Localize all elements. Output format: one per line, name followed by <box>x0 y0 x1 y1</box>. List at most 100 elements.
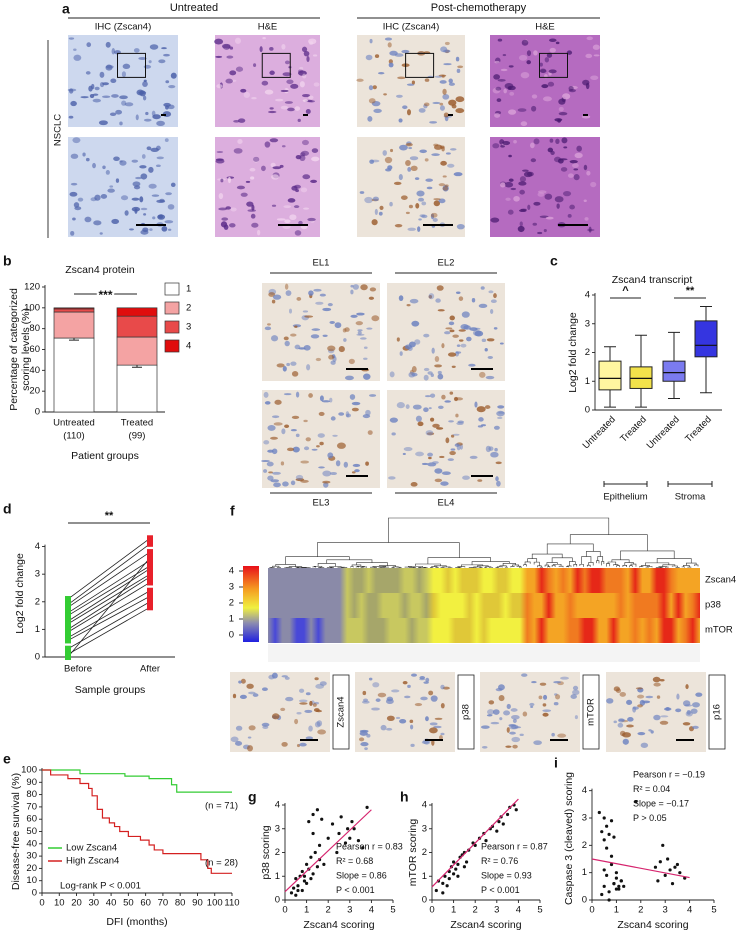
image-texture <box>271 713 280 720</box>
image-texture <box>92 162 96 169</box>
image-texture <box>105 41 111 48</box>
image-texture <box>151 194 160 197</box>
image-texture <box>140 229 149 235</box>
image-texture <box>261 722 270 727</box>
image-texture <box>418 218 422 221</box>
image-texture <box>583 199 587 203</box>
image-texture <box>286 447 295 452</box>
group-label: Epithelium <box>603 492 647 503</box>
fit-line <box>284 809 372 893</box>
image-texture <box>584 217 589 221</box>
micrograph <box>490 137 600 237</box>
y-tick-label: 80 <box>26 789 37 800</box>
legend-label: 4 <box>186 341 191 352</box>
image-texture <box>447 352 457 357</box>
image-texture <box>496 98 502 102</box>
column-title: IHC (Zscan4) <box>95 22 151 33</box>
panel-label: g <box>248 789 257 805</box>
image-texture <box>240 88 247 93</box>
image-texture <box>170 72 177 79</box>
image-texture <box>110 78 117 83</box>
image-texture <box>281 145 286 148</box>
image-texture <box>549 38 557 43</box>
dendrogram <box>567 565 572 567</box>
image-texture <box>269 107 274 110</box>
x-tick-label: 3 <box>494 905 499 916</box>
dendrogram <box>551 557 573 563</box>
image-texture <box>586 36 594 41</box>
y-tick-label: 4 <box>35 541 40 552</box>
panel-label: b <box>3 253 12 269</box>
image-texture <box>360 741 369 747</box>
image-texture <box>363 373 371 380</box>
point <box>675 862 680 867</box>
y-axis-label: scoring levels (%) <box>20 308 32 391</box>
image-texture <box>363 346 368 349</box>
paired-point <box>147 554 153 561</box>
annotation: Slope = 0.93 <box>481 870 532 880</box>
image-texture <box>402 105 408 110</box>
image-texture <box>423 333 430 338</box>
image-texture <box>369 287 377 292</box>
image-texture <box>332 434 338 437</box>
pair-line <box>67 576 151 630</box>
image-texture <box>409 298 419 304</box>
point <box>605 873 609 878</box>
image-texture <box>398 118 403 123</box>
x-tick-label: 5 <box>711 905 716 916</box>
group-label: Stroma <box>675 492 706 503</box>
image-texture <box>303 50 310 57</box>
image-texture <box>469 455 478 459</box>
image-texture <box>250 213 256 219</box>
point <box>653 865 658 869</box>
image-texture <box>167 204 175 210</box>
dendrogram <box>662 564 676 567</box>
dendrogram <box>329 566 342 568</box>
y-tick-label: 2 <box>422 847 427 858</box>
image-texture <box>406 303 411 307</box>
paired-point <box>65 596 71 603</box>
image-texture <box>334 322 342 329</box>
dendrogram <box>645 562 670 566</box>
dendrogram <box>640 565 650 567</box>
image-texture <box>343 461 349 468</box>
dendrogram <box>471 561 510 565</box>
micrograph <box>480 672 580 752</box>
image-texture <box>456 344 461 347</box>
image-texture <box>410 165 418 172</box>
point <box>337 831 341 836</box>
image-texture <box>395 716 401 720</box>
panel-label: h <box>400 789 409 805</box>
row-label: NSCLC <box>53 114 64 146</box>
point <box>315 865 319 869</box>
image-texture <box>533 201 541 206</box>
image-texture <box>539 62 543 67</box>
annotation: (n = 71) <box>205 801 238 812</box>
image-texture <box>109 185 114 188</box>
image-texture <box>69 191 78 197</box>
dendrogram <box>518 566 522 568</box>
image-texture <box>518 54 528 61</box>
image-texture <box>92 93 99 96</box>
image-texture <box>495 687 503 692</box>
y-tick-label: 1 <box>585 376 590 387</box>
image-texture <box>444 331 451 335</box>
image-texture <box>429 727 438 734</box>
image-texture <box>572 685 579 691</box>
image-texture <box>440 481 449 486</box>
image-texture <box>131 159 139 163</box>
image-texture <box>304 709 313 713</box>
image-texture <box>384 156 393 164</box>
image-texture <box>527 204 531 210</box>
image-texture <box>396 337 400 342</box>
x-tick-label: 2 <box>473 905 478 916</box>
image-texture <box>287 198 296 203</box>
image-texture <box>367 116 373 122</box>
image-texture <box>421 201 427 206</box>
image-texture <box>263 391 269 398</box>
y-tick-label: 1 <box>422 871 427 882</box>
image-texture <box>512 744 518 749</box>
image-texture <box>73 48 77 51</box>
x-axis-label: Sample groups <box>75 684 146 696</box>
image-texture <box>136 89 144 96</box>
